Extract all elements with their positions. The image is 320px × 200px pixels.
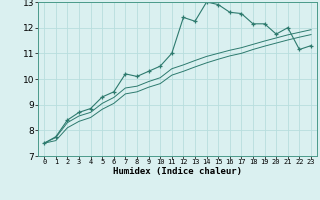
X-axis label: Humidex (Indice chaleur): Humidex (Indice chaleur) [113,167,242,176]
